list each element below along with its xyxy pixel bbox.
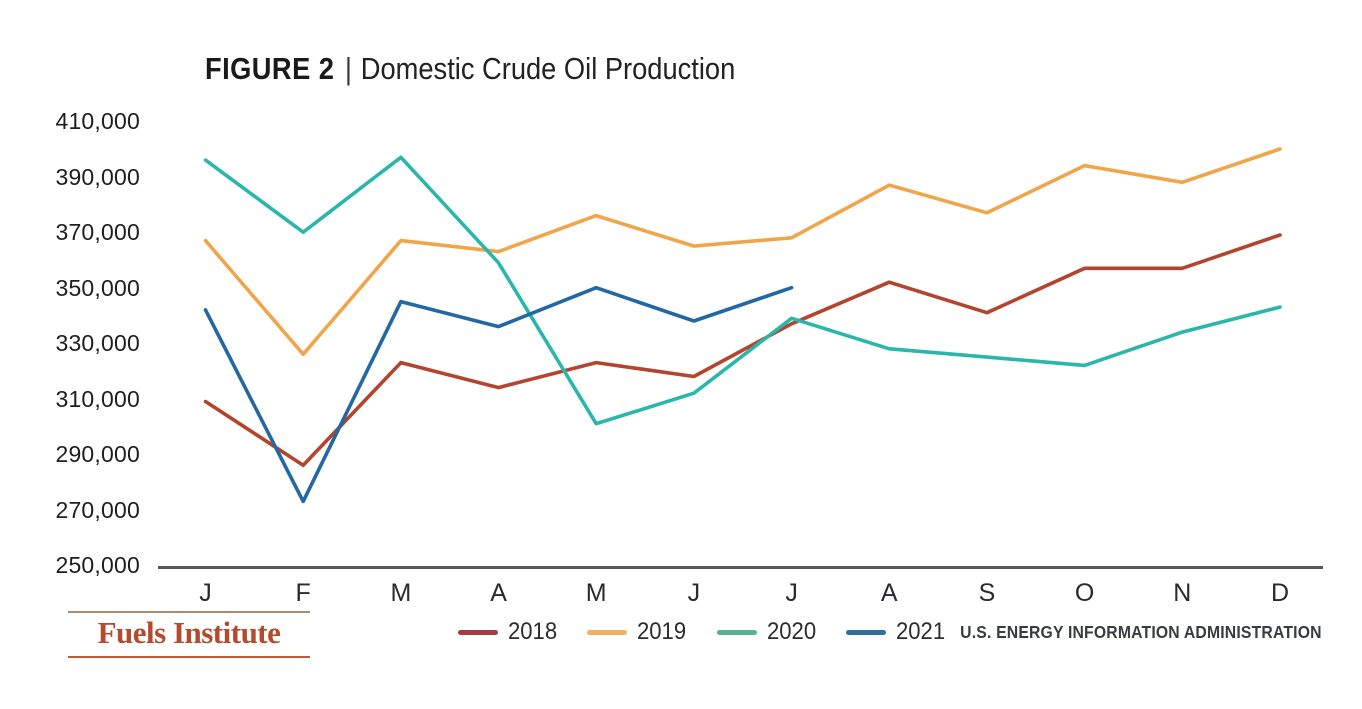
y-axis-label: 330,000 <box>55 330 140 356</box>
y-axis-label: 270,000 <box>55 496 140 523</box>
x-axis-label: M <box>585 579 607 607</box>
x-axis-label: S <box>978 579 996 607</box>
x-axis-label: J <box>785 579 798 607</box>
legend-item-2018: 2018 <box>458 618 561 646</box>
legend-label-2018: 2018 <box>508 618 558 645</box>
legend-swatch-2018 <box>458 629 498 635</box>
legend-swatch-2020 <box>716 629 757 635</box>
series-line-2018 <box>203 233 1282 468</box>
x-axis-label: J <box>199 579 212 607</box>
y-axis-label: 310,000 <box>55 385 140 412</box>
fuels-institute-logo: Fuels Institute <box>68 611 310 658</box>
chart-legend: 2018 2019 2020 2021 <box>458 618 950 646</box>
y-axis-label: 250,000 <box>55 552 140 578</box>
chart-title: FIGURE 2 | Domestic Crude Oil Production <box>205 50 735 88</box>
series-line-2020 <box>203 155 1282 426</box>
y-axis-label: 350,000 <box>55 274 140 301</box>
data-source-credit: U.S. ENERGY INFORMATION ADMINISTRATION <box>960 622 1322 642</box>
legend-swatch-2021 <box>846 629 887 635</box>
x-axis-label: A <box>880 579 898 607</box>
legend-label-2021: 2021 <box>896 618 946 645</box>
x-axis-label: O <box>1074 579 1095 607</box>
legend-item-2020: 2020 <box>716 618 820 646</box>
legend-item-2021: 2021 <box>846 618 949 646</box>
figure-number-label: FIGURE 2 <box>205 51 335 86</box>
legend-item-2019: 2019 <box>587 618 690 646</box>
x-axis-label: M <box>390 579 412 607</box>
y-axis-label: 370,000 <box>55 219 140 245</box>
x-axis-label: F <box>295 579 311 607</box>
x-axis-label: N <box>1173 579 1192 607</box>
chart-title-text: Domestic Crude Oil Production <box>360 51 736 86</box>
title-separator: | <box>344 51 352 86</box>
y-axis-label: 290,000 <box>55 441 140 467</box>
legend-label-2020: 2020 <box>766 618 816 645</box>
y-axis-label: 390,000 <box>55 163 140 190</box>
x-axis-label: D <box>1270 579 1290 607</box>
y-axis-label: 410,000 <box>55 108 140 134</box>
legend-swatch-2019 <box>587 629 628 635</box>
x-axis-line <box>158 566 1323 569</box>
series-line-2021 <box>203 285 794 504</box>
x-axis-label: A <box>490 579 507 607</box>
series-line-2019 <box>203 147 1282 357</box>
x-axis-label: J <box>687 579 701 607</box>
legend-label-2019: 2019 <box>637 618 687 645</box>
